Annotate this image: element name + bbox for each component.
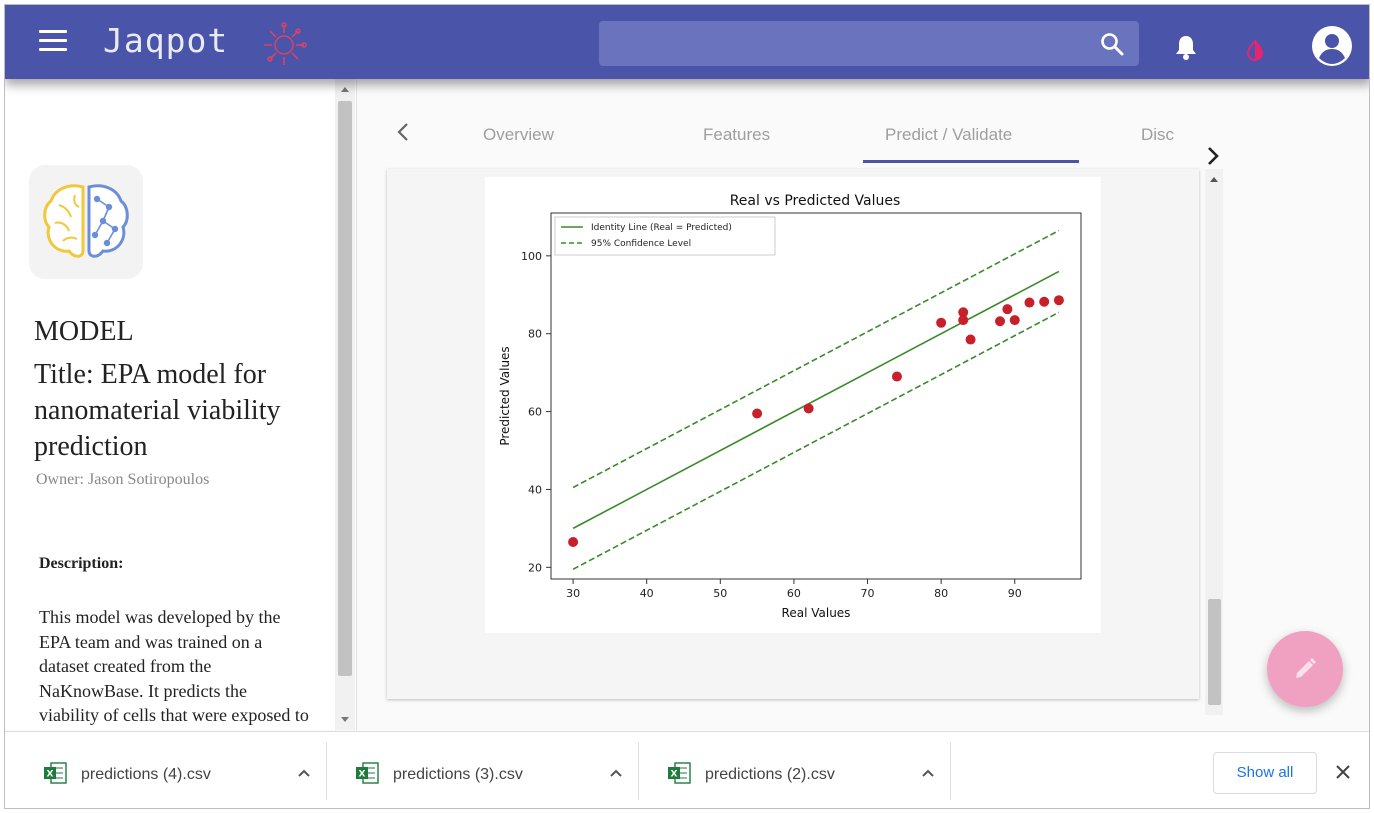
real-vs-predicted-chart: Real vs Predicted Values 30 40 50 60 70 80 90 2… xyxy=(498,193,1082,620)
download-filename: predictions (3).csv xyxy=(393,766,523,783)
download-filename: predictions (2).csv xyxy=(705,766,835,783)
identity-line xyxy=(572,270,1060,530)
data-point xyxy=(891,371,902,382)
data-point xyxy=(752,408,763,419)
data-point xyxy=(1009,315,1020,326)
chevron-left-icon[interactable] xyxy=(393,121,413,143)
description-heading: Description: xyxy=(39,555,124,572)
search-icon[interactable] xyxy=(1099,31,1125,57)
tab-features[interactable]: Features xyxy=(703,125,771,144)
search-bar[interactable] xyxy=(599,21,1139,66)
scroll-up-arrow-icon[interactable] xyxy=(341,87,349,92)
brand-logo-icon xyxy=(264,22,307,65)
x-tick-label: 70 xyxy=(861,587,875,600)
edit-fab-button[interactable] xyxy=(1267,631,1343,707)
tab-bar: Overview Features Predict / Validate Dis… xyxy=(373,103,1233,185)
model-title: Title: EPA model for nanomaterial viabil… xyxy=(34,359,281,462)
bell-icon[interactable] xyxy=(1173,33,1199,61)
app-window: Jaqpot xyxy=(4,4,1370,809)
theme-toggle-icon[interactable] xyxy=(1243,39,1267,63)
scroll-down-arrow-icon[interactable] xyxy=(341,717,349,722)
chevron-up-icon[interactable] xyxy=(921,768,935,778)
y-tick-label: 80 xyxy=(528,328,542,341)
svg-text:X: X xyxy=(671,770,678,780)
brain-icon xyxy=(43,184,129,258)
data-point xyxy=(568,537,579,548)
excel-file-icon: X xyxy=(44,762,67,784)
chevron-right-icon[interactable] xyxy=(1205,145,1221,167)
content-scrollbar[interactable] xyxy=(1205,169,1223,715)
chart-title: Real vs Predicted Values xyxy=(730,193,901,209)
download-shelf: X predictions (4).csv X predictions (3).… xyxy=(5,731,1369,808)
legend-confidence-label: 95% Confidence Level xyxy=(591,239,691,249)
download-item[interactable]: X predictions (4).csv xyxy=(17,742,327,800)
sidebar-scrollbar[interactable] xyxy=(335,79,355,730)
close-icon[interactable] xyxy=(1335,764,1351,780)
pencil-icon xyxy=(1296,658,1316,678)
data-point xyxy=(1039,296,1050,307)
app-bar: Jaqpot xyxy=(5,5,1369,79)
y-axis-label: Predicted Values xyxy=(498,346,512,445)
plot-area xyxy=(550,212,1082,580)
data-point xyxy=(1053,295,1064,306)
model-type-label: MODEL xyxy=(34,316,134,347)
legend-identity-label: Identity Line (Real = Predicted) xyxy=(591,223,732,233)
legend-box xyxy=(554,216,776,256)
chart-container: Real vs Predicted Values 30 40 50 60 70 80 90 2… xyxy=(485,177,1101,633)
y-tick-label: 100 xyxy=(521,250,542,263)
chevron-up-icon[interactable] xyxy=(609,768,623,778)
confidence-lower-line xyxy=(572,311,1060,570)
account-circle-icon[interactable] xyxy=(1311,25,1353,67)
excel-file-icon: X xyxy=(668,762,691,784)
data-point xyxy=(995,316,1006,327)
x-tick-label: 30 xyxy=(566,587,580,600)
data-point xyxy=(803,403,814,414)
y-tick-label: 60 xyxy=(528,406,542,419)
x-tick-label: 90 xyxy=(1008,587,1022,600)
x-tick-label: 40 xyxy=(640,587,654,600)
scroll-up-arrow-icon[interactable] xyxy=(1210,177,1218,182)
svg-text:X: X xyxy=(359,770,366,780)
description-text: This model was developed by the EPA team… xyxy=(39,607,309,730)
excel-file-icon: X xyxy=(356,762,379,784)
sidebar-scroll-thumb[interactable] xyxy=(338,101,352,676)
tab-predict-validate[interactable]: Predict / Validate xyxy=(885,125,1013,144)
data-point xyxy=(1024,297,1035,308)
data-point xyxy=(958,315,969,326)
active-tab-indicator xyxy=(863,160,1079,163)
content-scroll-thumb[interactable] xyxy=(1208,599,1221,705)
download-item[interactable]: X predictions (2).csv xyxy=(641,742,951,800)
brand-name[interactable]: Jaqpot xyxy=(103,21,229,60)
model-owner: Owner: Jason Sotiropoulos xyxy=(36,471,210,488)
x-axis-label: Real Values xyxy=(782,606,851,620)
model-logo xyxy=(29,165,143,279)
x-tick-label: 60 xyxy=(787,587,801,600)
data-point xyxy=(958,307,969,318)
confidence-upper-line xyxy=(572,229,1060,489)
tab-discussion[interactable]: Disc xyxy=(1141,125,1175,144)
y-tick-label: 40 xyxy=(528,483,542,496)
x-tick-label: 50 xyxy=(713,587,727,600)
prediction-card: Real vs Predicted Values 30 40 50 60 70 80 90 2… xyxy=(387,169,1199,699)
x-tick-label: 80 xyxy=(934,587,948,600)
show-all-downloads-button[interactable]: Show all xyxy=(1213,752,1317,794)
data-point xyxy=(936,317,947,328)
chart-legend: Identity Line (Real = Predicted) 95% Con… xyxy=(554,216,776,256)
svg-text:X: X xyxy=(47,770,54,780)
model-sidebar: MODEL Title: EPA model for nanomaterial … xyxy=(5,79,357,730)
menu-icon[interactable] xyxy=(39,30,67,52)
y-tick-label: 20 xyxy=(528,561,542,574)
chevron-up-icon[interactable] xyxy=(297,768,311,778)
main-content: Overview Features Predict / Validate Dis… xyxy=(357,79,1369,730)
data-point xyxy=(1002,304,1013,315)
data-point xyxy=(965,334,976,345)
download-item[interactable]: X predictions (3).csv xyxy=(329,742,639,800)
download-filename: predictions (4).csv xyxy=(81,766,211,783)
tab-overview[interactable]: Overview xyxy=(483,125,554,144)
